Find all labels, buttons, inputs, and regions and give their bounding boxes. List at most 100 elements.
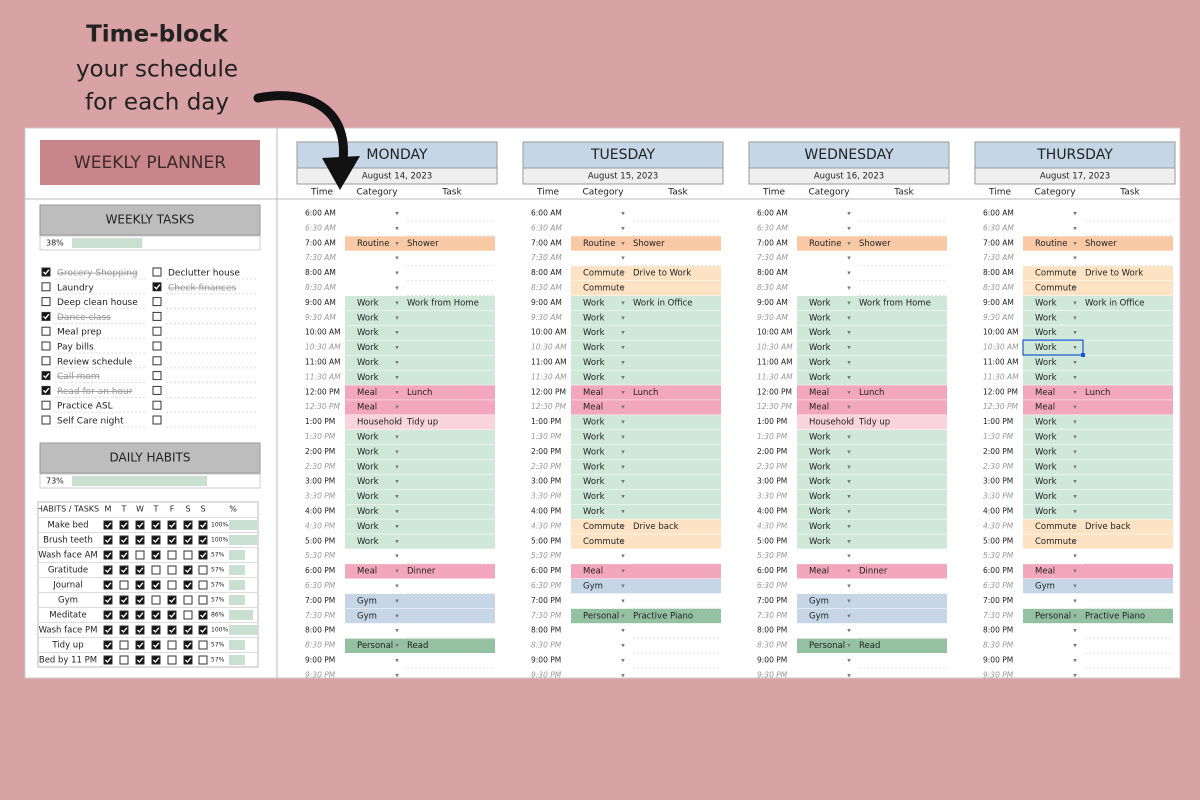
- habit-checkbox[interactable]: [183, 550, 193, 560]
- dropdown-arrow[interactable]: ▾: [395, 463, 399, 471]
- habit-checkbox[interactable]: [183, 565, 193, 575]
- task-checkbox[interactable]: [41, 356, 51, 366]
- habit-checkbox[interactable]: [135, 565, 145, 575]
- category[interactable]: Work: [809, 358, 831, 368]
- dropdown-arrow[interactable]: ▾: [847, 552, 851, 560]
- dropdown-arrow[interactable]: ▾: [621, 299, 625, 307]
- task-checkbox[interactable]: [41, 282, 51, 292]
- habit-checkbox[interactable]: [119, 520, 129, 530]
- dropdown-arrow[interactable]: ▾: [847, 358, 851, 366]
- category[interactable]: Gym: [583, 581, 603, 591]
- habit-checkbox[interactable]: [183, 535, 193, 545]
- category[interactable]: Commute: [1035, 537, 1077, 547]
- category[interactable]: Commute: [583, 522, 625, 532]
- dropdown-arrow[interactable]: ▾: [621, 209, 625, 217]
- dropdown-arrow[interactable]: ▾: [847, 537, 851, 545]
- dropdown-arrow[interactable]: ▾: [847, 299, 851, 307]
- dropdown-arrow[interactable]: ▾: [621, 254, 625, 262]
- category[interactable]: Commute: [583, 537, 625, 547]
- habit-checkbox[interactable]: [167, 580, 177, 590]
- dropdown-arrow[interactable]: ▾: [621, 284, 625, 292]
- dropdown-arrow[interactable]: ▾: [1073, 433, 1077, 441]
- dropdown-arrow[interactable]: ▾: [621, 269, 625, 277]
- dropdown-arrow[interactable]: ▾: [1073, 597, 1077, 605]
- dropdown-arrow[interactable]: ▾: [395, 597, 399, 605]
- habit-checkbox[interactable]: [183, 595, 193, 605]
- habit-checkbox[interactable]: [167, 655, 177, 665]
- dropdown-arrow[interactable]: ▾: [847, 522, 851, 530]
- category[interactable]: Commute: [583, 269, 625, 279]
- habit-checkbox[interactable]: [151, 580, 161, 590]
- habit-checkbox[interactable]: [119, 655, 129, 665]
- task-checkbox[interactable]: [152, 356, 162, 366]
- habit-checkbox[interactable]: [198, 535, 208, 545]
- category[interactable]: Personal: [357, 641, 393, 651]
- category[interactable]: Work: [357, 462, 379, 472]
- dropdown-arrow[interactable]: ▾: [395, 642, 399, 650]
- category[interactable]: Work: [1035, 418, 1057, 428]
- category[interactable]: Work: [809, 328, 831, 338]
- dropdown-arrow[interactable]: ▾: [621, 493, 625, 501]
- category[interactable]: Work: [357, 537, 379, 547]
- category[interactable]: Work: [357, 507, 379, 517]
- dropdown-arrow[interactable]: ▾: [1073, 612, 1077, 620]
- habit-checkbox[interactable]: [135, 625, 145, 635]
- category[interactable]: Work: [1035, 492, 1057, 502]
- habit-checkbox[interactable]: [119, 565, 129, 575]
- category[interactable]: Work: [1035, 343, 1057, 353]
- category[interactable]: Work: [583, 432, 605, 442]
- dropdown-arrow[interactable]: ▾: [621, 478, 625, 486]
- category[interactable]: Work: [357, 298, 379, 308]
- dropdown-arrow[interactable]: ▾: [847, 567, 851, 575]
- dropdown-arrow[interactable]: ▾: [621, 388, 625, 396]
- habit-checkbox[interactable]: [198, 550, 208, 560]
- category[interactable]: Gym: [1035, 581, 1055, 591]
- habit-checkbox[interactable]: [198, 640, 208, 650]
- dropdown-arrow[interactable]: ▾: [1073, 403, 1077, 411]
- dropdown-arrow[interactable]: ▾: [847, 627, 851, 635]
- dropdown-arrow[interactable]: ▾: [395, 671, 399, 679]
- habit-checkbox[interactable]: [167, 520, 177, 530]
- habit-checkbox[interactable]: [183, 610, 193, 620]
- category[interactable]: Work: [1035, 313, 1057, 323]
- dropdown-arrow[interactable]: ▾: [1073, 478, 1077, 486]
- dropdown-arrow[interactable]: ▾: [847, 209, 851, 217]
- habit-checkbox[interactable]: [167, 640, 177, 650]
- habit-checkbox[interactable]: [119, 640, 129, 650]
- dropdown-arrow[interactable]: ▾: [621, 507, 625, 515]
- dropdown-arrow[interactable]: ▾: [1073, 418, 1077, 426]
- dropdown-arrow[interactable]: ▾: [621, 314, 625, 322]
- habit-checkbox[interactable]: [198, 595, 208, 605]
- dropdown-arrow[interactable]: ▾: [621, 522, 625, 530]
- habit-checkbox[interactable]: [103, 625, 113, 635]
- dropdown-arrow[interactable]: ▾: [1073, 522, 1077, 530]
- dropdown-arrow[interactable]: ▾: [847, 418, 851, 426]
- category[interactable]: Meal: [357, 388, 377, 398]
- dropdown-arrow[interactable]: ▾: [1073, 239, 1077, 247]
- habit-checkbox[interactable]: [119, 610, 129, 620]
- category[interactable]: Work: [1035, 462, 1057, 472]
- category[interactable]: Work: [583, 343, 605, 353]
- dropdown-arrow[interactable]: ▾: [395, 537, 399, 545]
- category[interactable]: Work: [809, 432, 831, 442]
- category[interactable]: Meal: [583, 388, 603, 398]
- selected-cell[interactable]: [1022, 339, 1084, 356]
- habit-checkbox[interactable]: [119, 625, 129, 635]
- dropdown-arrow[interactable]: ▾: [395, 493, 399, 501]
- dropdown-arrow[interactable]: ▾: [621, 403, 625, 411]
- category[interactable]: Work: [583, 328, 605, 338]
- habit-checkbox[interactable]: [103, 565, 113, 575]
- category[interactable]: Commute: [1035, 269, 1077, 279]
- habit-checkbox[interactable]: [103, 550, 113, 560]
- habit-checkbox[interactable]: [198, 625, 208, 635]
- category[interactable]: Work: [809, 343, 831, 353]
- task-checkbox[interactable]: [152, 415, 162, 425]
- task-checkbox[interactable]: [41, 341, 51, 351]
- habit-checkbox[interactable]: [167, 610, 177, 620]
- dropdown-arrow[interactable]: ▾: [621, 537, 625, 545]
- task-checkbox[interactable]: [152, 371, 162, 381]
- dropdown-arrow[interactable]: ▾: [621, 224, 625, 232]
- category[interactable]: Work: [583, 462, 605, 472]
- habit-checkbox[interactable]: [167, 625, 177, 635]
- dropdown-arrow[interactable]: ▾: [1073, 329, 1077, 337]
